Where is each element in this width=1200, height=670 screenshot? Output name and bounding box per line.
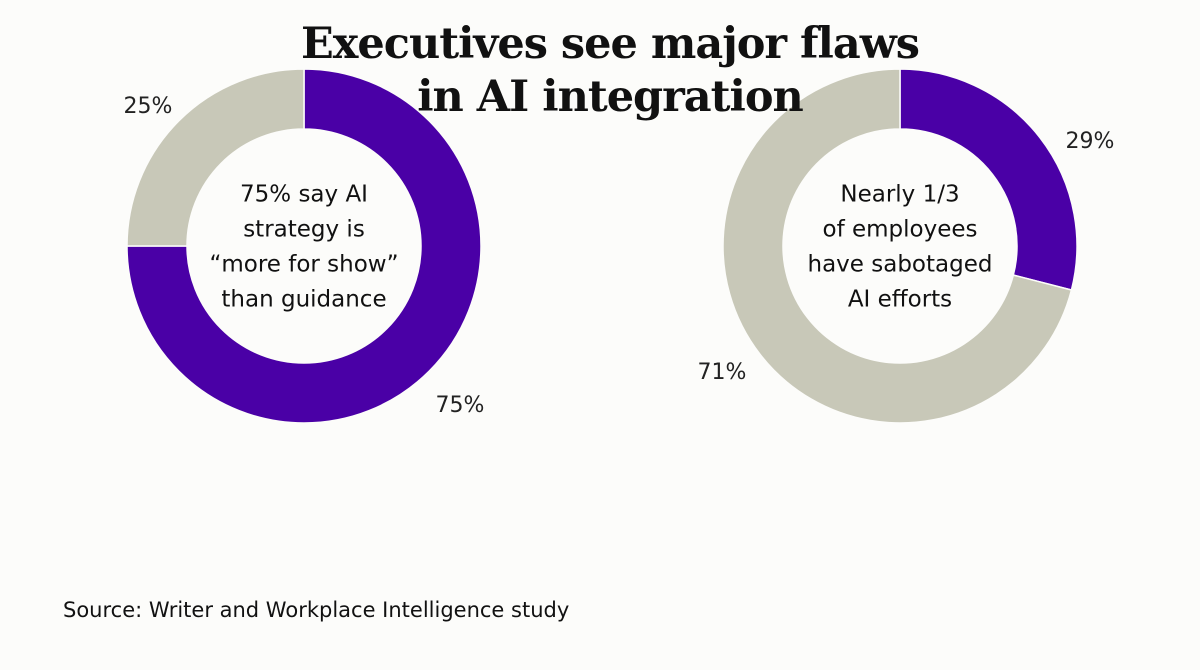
chart-title: Executives see major flaws in AI integra…	[0, 18, 1200, 124]
slice-label: 25%	[124, 94, 173, 119]
center-text-line: strategy is	[243, 217, 365, 243]
donut-slice	[126, 68, 482, 424]
center-text-line: “more for show”	[209, 252, 398, 278]
title-line-1: Executives see major flaws	[301, 19, 920, 69]
donut-chart-1: 75% 25% 75% say AI strategy is “more for sho…	[124, 68, 485, 424]
donut-chart-2: 29% 71% Nearly 1/3 of employees have sabotag…	[698, 68, 1115, 424]
donut-slice	[126, 68, 305, 247]
center-text-line: have sabotaged	[808, 252, 993, 278]
center-text-line: of employees	[823, 217, 978, 243]
center-text-line: 75% say AI	[240, 182, 368, 208]
slice-label: 29%	[1066, 129, 1115, 154]
center-text-line: than guidance	[221, 287, 386, 313]
source-note: Source: Writer and Workplace Intelligenc…	[63, 598, 570, 622]
center-text-line: AI efforts	[848, 287, 952, 313]
slice-label: 71%	[698, 360, 747, 385]
slice-label: 75%	[436, 393, 485, 418]
title-line-2: in AI integration	[417, 72, 804, 122]
center-text-line: Nearly 1/3	[840, 182, 959, 208]
donut-slice	[722, 68, 1073, 424]
donut-slice	[899, 68, 1078, 291]
